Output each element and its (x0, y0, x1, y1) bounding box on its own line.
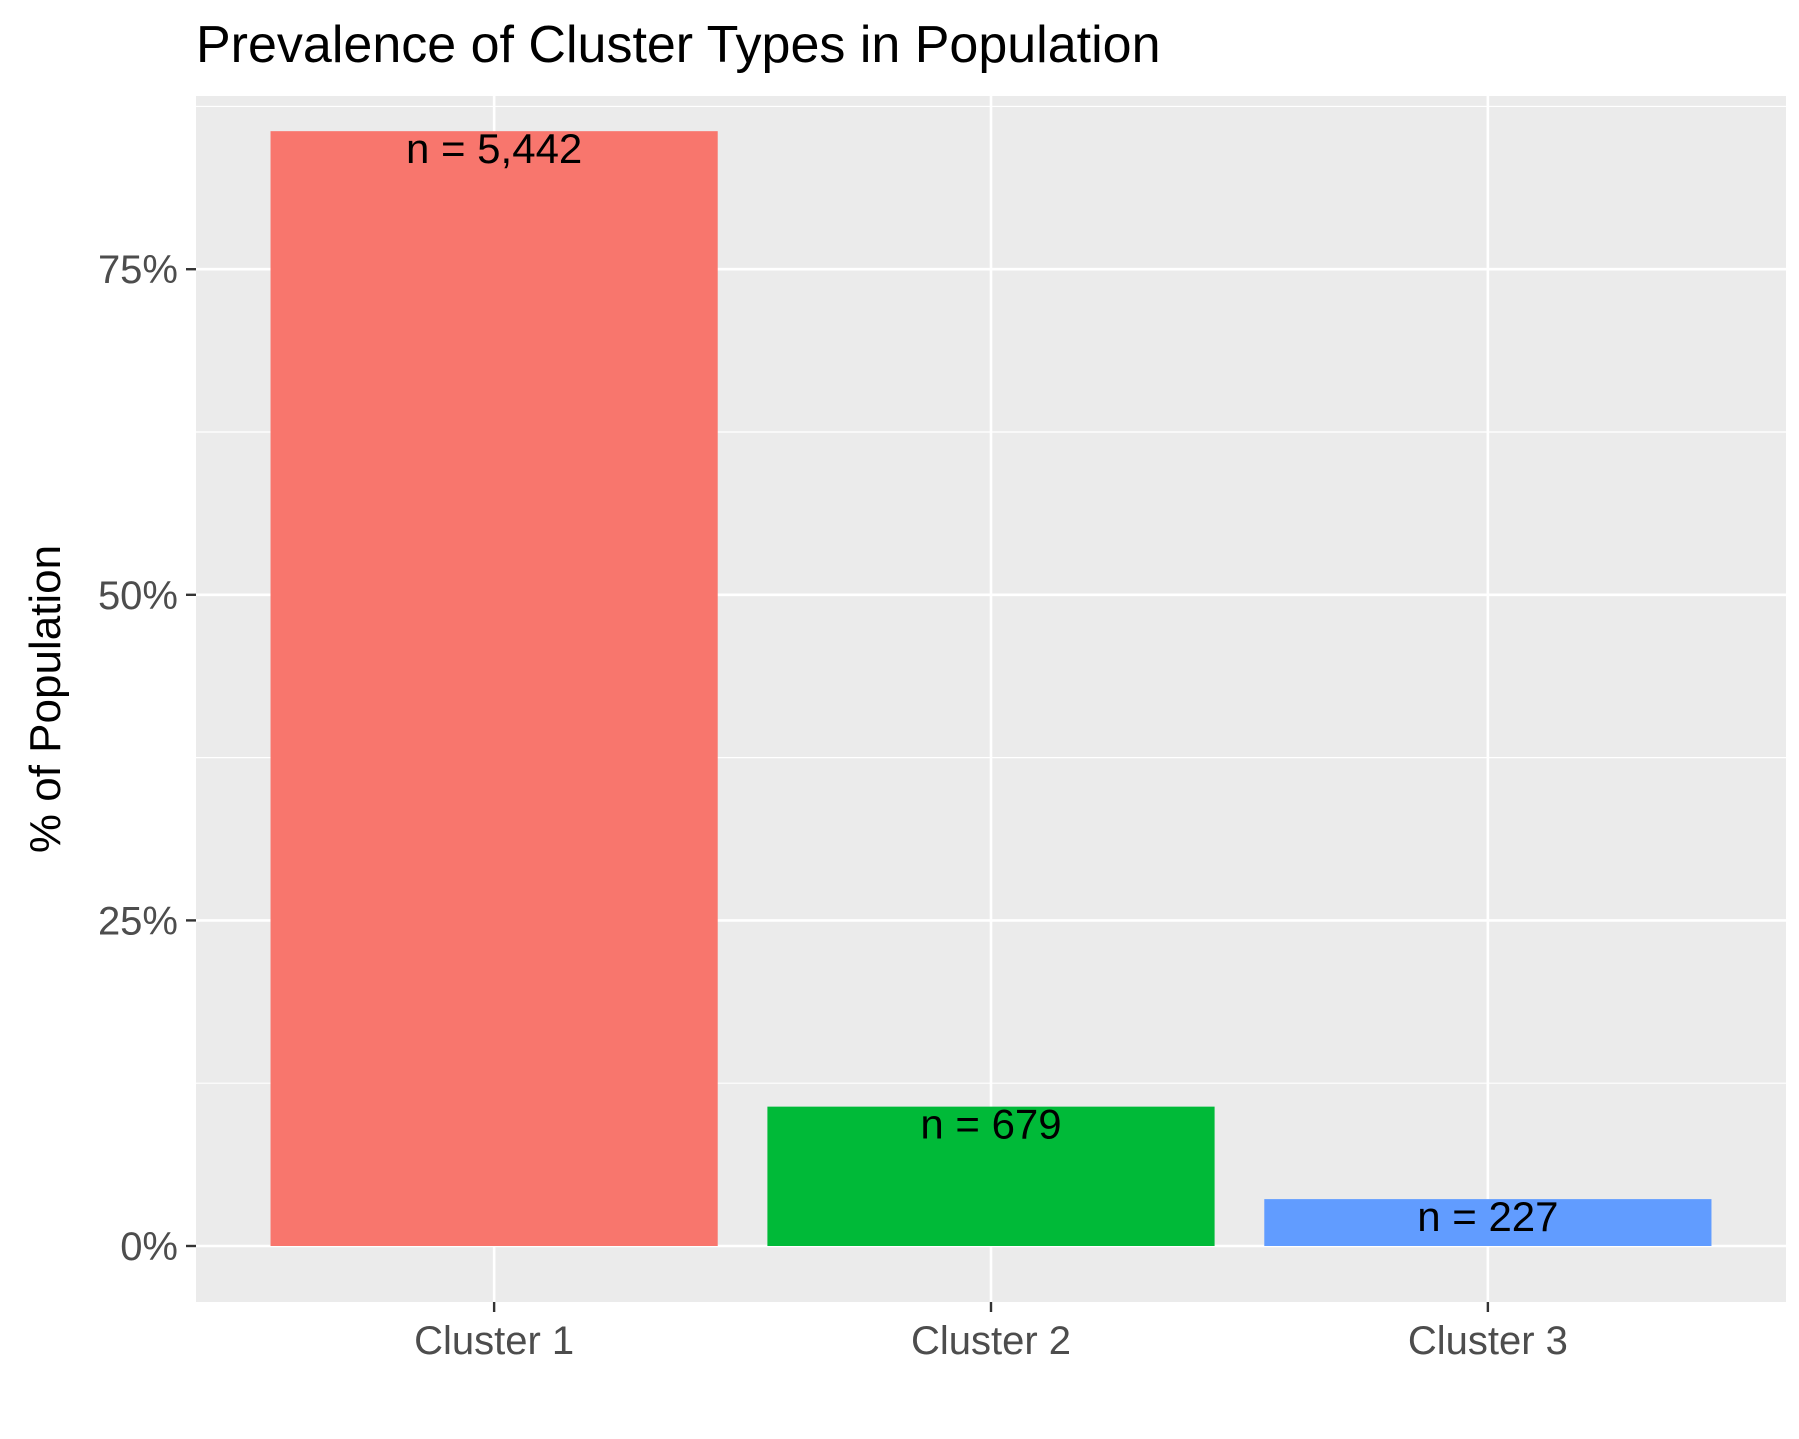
bar-data-labels: n = 5,442 n = 679 n = 227 (406, 125, 1559, 1240)
chart-title: Prevalence of Cluster Types in Populatio… (196, 16, 1161, 74)
bar-3 (1264, 1199, 1712, 1246)
bar-label-1: n = 5,442 (406, 125, 582, 172)
y-tick-label: 75% (98, 248, 178, 292)
x-tick-label: Cluster 2 (911, 1319, 1071, 1363)
bars (270, 131, 1712, 1246)
x-axis: Cluster 1 Cluster 2 Cluster 3 (414, 1302, 1568, 1363)
bar-label-2: n = 679 (920, 1101, 1061, 1148)
y-axis: 0% 25% 50% 75% (98, 248, 196, 1269)
y-tick-label: 50% (98, 574, 178, 618)
x-tick-label: Cluster 1 (414, 1319, 574, 1363)
bar-label-3: n = 227 (1417, 1193, 1558, 1240)
x-tick-label: Cluster 3 (1408, 1319, 1568, 1363)
bar-2 (767, 1106, 1215, 1246)
y-tick-label: 25% (98, 899, 178, 943)
y-axis-title: % of Population (21, 545, 70, 853)
y-tick-label: 0% (120, 1225, 178, 1269)
bar-1 (270, 131, 718, 1246)
